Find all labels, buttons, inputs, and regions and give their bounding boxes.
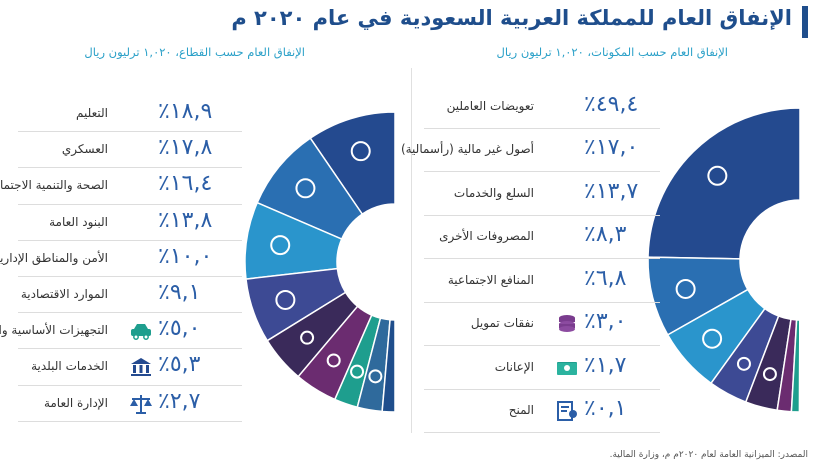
coins-icon <box>554 312 580 336</box>
slice-icon <box>702 328 723 349</box>
components-donut <box>647 107 801 413</box>
value-label: ١٣,٧٪ <box>584 178 639 204</box>
title-accent-bar <box>802 6 808 38</box>
value-label: ١٨,٩٪ <box>158 99 213 125</box>
category-label: الإدارة العامة <box>43 395 108 410</box>
category-label: تعويضات العاملين <box>446 98 534 113</box>
panel-divider <box>411 68 412 433</box>
slice-icon <box>762 367 777 382</box>
slice-icon <box>300 330 315 345</box>
slice-icon <box>707 165 728 186</box>
slice-icon <box>736 356 751 371</box>
category-label: المنح <box>508 403 534 418</box>
donut-slice <box>647 107 801 260</box>
value-label: ٣,٠٪ <box>584 309 627 335</box>
donut-slice <box>297 305 373 401</box>
value-label: ١٦,٤٪ <box>158 171 213 197</box>
legend-row: المنافع الاجتماعية ٦,٨٪ <box>424 259 660 303</box>
donut-slice <box>790 319 801 413</box>
legend-row: نفقات تمويل ٣,٠٪ <box>424 303 660 346</box>
donut-slice <box>244 201 343 280</box>
donut-slice <box>776 318 798 413</box>
legend-row: أصول غير مالية (رأسمالية) ١٧,٠٪ <box>401 129 660 172</box>
legend-row: الموارد الاقتصادية ٩,١٪ <box>18 277 242 314</box>
category-label: الموارد الاقتصادية <box>20 287 108 302</box>
legend-row: الإدارة العامة ٢,٧٪ <box>18 386 242 422</box>
building-icon <box>128 355 154 379</box>
components-chart-title: الإنفاق العام حسب المكونات، ١,٠٢٠ ترليون… <box>496 45 728 59</box>
category-label: الإعانات <box>494 359 534 374</box>
legend-row: العسكري ١٧,٨٪ <box>18 132 242 169</box>
value-label: ٤٩,٤٪ <box>584 91 639 117</box>
legend-row: الخدمات البلدية ٥,٣٪ <box>18 349 242 386</box>
donut-slice <box>266 291 359 378</box>
legend-row: السلع والخدمات ١٣,٧٪ <box>424 172 660 216</box>
donut-slice <box>333 314 382 409</box>
value-label: ٨,٣٪ <box>584 222 627 248</box>
sectors-donut <box>244 111 396 413</box>
legend-row: المنح ٠,١٪ <box>424 390 660 433</box>
slice-icon <box>350 364 365 379</box>
donut-slice <box>309 111 396 216</box>
legend-row: التجهيزات الأساسية والنقل ٥,٠٪ <box>0 313 242 350</box>
legend-row: الإعانات ١,٧٪ <box>424 346 660 390</box>
value-label: ١٣,٨٪ <box>158 207 213 233</box>
value-label: ٢,٧٪ <box>158 388 201 414</box>
legend-row: التعليم ١٨,٩٪ <box>18 96 242 133</box>
donut-slice <box>647 256 749 336</box>
slice-icon <box>368 369 383 384</box>
category-label: المصروفات الأخرى <box>439 229 534 244</box>
value-label: ١٧,٨٪ <box>158 135 213 161</box>
donut-slice <box>709 307 780 403</box>
legend-row: المصروفات الأخرى ٨,٣٪ <box>424 216 660 259</box>
scales-icon <box>128 392 154 416</box>
certificate-icon <box>554 399 580 423</box>
donut-slice <box>245 267 347 342</box>
source-note: المصدر: الميزانية العامة لعام ٢٠٢٠م م، و… <box>609 450 808 460</box>
slice-icon <box>270 235 291 256</box>
cash-icon <box>554 356 580 380</box>
category-label: نفقات تمويل <box>470 316 534 331</box>
category-label: السلع والخدمات <box>453 185 534 200</box>
donut-slice <box>256 137 364 241</box>
value-label: ١٧,٠٪ <box>584 135 639 161</box>
category-label: أصول غير مالية (رأسمالية) <box>400 142 534 157</box>
legend-row: الأمن والمناطق الإدارية ١٠,٠٪ <box>0 241 242 277</box>
value-label: ٥,٠٪ <box>158 316 201 342</box>
value-label: ١,٧٪ <box>584 352 627 378</box>
legend-row: البنود العامة ١٣,٨٪ <box>18 205 242 241</box>
value-label: ٦,٨٪ <box>584 265 627 291</box>
page-title: الإنفاق العام للمملكة العربية السعودية ف… <box>231 6 792 30</box>
donut-slice <box>381 318 396 413</box>
donut-slice <box>744 315 792 412</box>
category-label: التجهيزات الأساسية والنقل <box>0 323 108 338</box>
slice-icon <box>675 278 696 299</box>
category-label: المنافع الاجتماعية <box>447 272 534 287</box>
category-label: التعليم <box>76 106 108 121</box>
category-label: العسكري <box>61 142 108 157</box>
category-label: الخدمات البلدية <box>31 359 108 374</box>
slice-icon <box>350 141 371 162</box>
slice-icon <box>326 353 341 368</box>
value-label: ٠,١٪ <box>584 396 627 422</box>
donut-slice <box>356 317 391 413</box>
slice-icon <box>275 289 296 310</box>
legend-row: تعويضات العاملين ٤٩,٤٪ <box>424 85 660 129</box>
sectors-chart-title: الإنفاق العام حسب القطاع، ١,٠٢٠ ترليون ر… <box>84 45 305 59</box>
value-label: ١٠,٠٪ <box>158 243 213 269</box>
legend-row: الصحة والتنمية الاجتماعية ١٦,٤٪ <box>0 168 242 205</box>
value-label: ٩,١٪ <box>158 280 201 306</box>
donut-slice <box>666 288 766 385</box>
category-label: البنود العامة <box>49 214 108 229</box>
value-label: ٥,٣٪ <box>158 352 201 378</box>
category-label: الصحة والتنمية الاجتماعية <box>0 178 108 193</box>
car-icon <box>128 319 154 343</box>
slice-icon <box>295 178 316 199</box>
category-label: الأمن والمناطق الإدارية <box>0 250 108 265</box>
